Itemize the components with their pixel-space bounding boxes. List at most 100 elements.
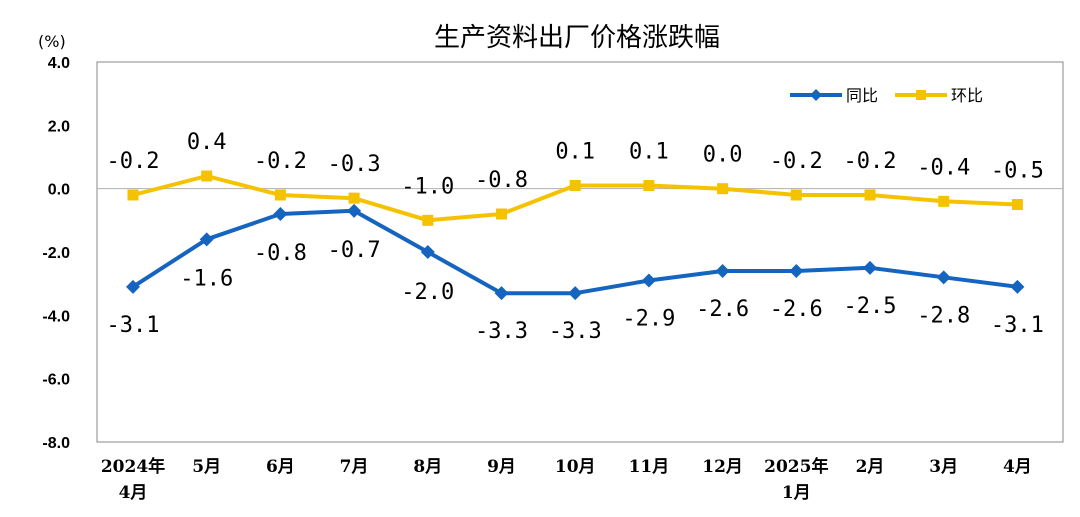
series-1-data-label: -0.2 (844, 149, 897, 174)
x-tick-line: 12月 (702, 457, 743, 477)
x-tick-label: 7月 (340, 457, 369, 477)
series-1-point (496, 208, 507, 220)
x-tick-line: 2024年 (101, 456, 165, 477)
series-1-point (201, 170, 213, 182)
x-tick-label: 3月 (929, 457, 958, 477)
series-0-point (1010, 279, 1025, 294)
series-1-point (1011, 199, 1023, 210)
series-0-data-label: -2.9 (622, 307, 675, 332)
series-0-data-label: -0.8 (254, 241, 307, 266)
x-tick-label: 12月 (702, 457, 743, 477)
y-tick-label: 0.0 (48, 182, 70, 199)
series-1-data-label: -0.2 (770, 149, 823, 174)
x-tick-line: 6月 (266, 457, 295, 477)
series-0-point (863, 260, 877, 275)
series-0-point (494, 286, 509, 301)
legend-label-0: 同比 (846, 86, 878, 105)
y-tick-label: -4.0 (42, 308, 70, 325)
series-0-point (273, 207, 288, 221)
series-1-point (864, 189, 876, 201)
series-0-data-label: -0.7 (328, 238, 381, 263)
series-0-data-label: -2.6 (770, 297, 823, 322)
series-0-data-label: -2.5 (844, 294, 897, 319)
x-tick-label: 2月 (856, 457, 885, 477)
y-tick-label: -8.0 (42, 435, 70, 452)
series-1-data-label: -1.0 (401, 174, 454, 199)
series-1-point (274, 189, 286, 201)
series-0-point (789, 264, 804, 278)
x-tick-line: 8月 (413, 457, 442, 477)
series-1-data-label: -0.5 (991, 159, 1044, 184)
series-1-data-label: -0.2 (254, 149, 307, 174)
series-1-data-label: -0.4 (917, 155, 970, 180)
series-0-data-label: -2.0 (401, 280, 454, 305)
series-0-point (126, 279, 140, 294)
legend: 同比 环比 (790, 86, 983, 105)
x-tick-line: 4月 (119, 483, 148, 503)
x-tick-label: 6月 (266, 457, 295, 477)
series-0-point (568, 286, 583, 301)
x-tick-line: 10月 (555, 457, 596, 477)
series-1-data-label: 0.0 (703, 143, 743, 168)
x-tick-line: 9月 (487, 457, 516, 477)
legend-marker-0 (810, 89, 822, 101)
chart-title: 生产资料出厂价格涨跌幅 (434, 23, 720, 53)
data-labels: -3.1-0.2-1.60.4-0.8-0.2-0.7-0.3-2.0-1.0-… (107, 130, 1044, 344)
y-tick-label: -2.0 (42, 245, 70, 262)
series-0-data-label: -2.8 (917, 303, 970, 328)
y-axis-ticks: 4.0 2.0 0.0 -2.0 -4.0 -6.0 -8.0 (42, 55, 70, 452)
series-0-point (936, 270, 951, 285)
series-0-point (199, 232, 214, 247)
legend-label-1: 环比 (951, 86, 983, 105)
x-tick-label: 4月 (1003, 457, 1032, 477)
x-axis-ticks: 2024年 4月 5月 6月 7月 8月 9月 10月 11月 12月 2025年 1月 2月 3月 4月 (101, 456, 1032, 503)
legend-marker-1 (916, 90, 926, 100)
x-tick-label: 8月 (413, 457, 442, 477)
series-1-point (938, 195, 950, 207)
x-tick-line: 3月 (929, 457, 958, 477)
x-tick-line: 2025年 (764, 456, 828, 477)
series-1-data-label: 0.4 (187, 130, 227, 155)
x-tick-line: 2月 (856, 457, 885, 477)
series-1-data-label: -0.8 (475, 168, 528, 193)
series-0-point (641, 273, 656, 288)
series-0-data-label: -3.3 (475, 319, 528, 344)
series-1-data-label: 0.1 (629, 140, 669, 165)
series-0-data-label: -3.3 (549, 319, 602, 344)
series-1-point (127, 189, 139, 201)
x-tick-label: 5月 (192, 457, 221, 477)
y-tick-label: -6.0 (42, 372, 70, 389)
x-tick-line: 11月 (629, 457, 670, 477)
series-0-data-label: -2.6 (696, 297, 749, 322)
x-tick-label: 2025年 1月 (764, 456, 828, 503)
x-tick-label: 2024年 4月 (101, 456, 165, 503)
series-1-point (643, 180, 655, 191)
series-1-data-label: 0.1 (555, 140, 595, 165)
series-1-data-label: -0.3 (328, 152, 381, 177)
y-tick-label: 4.0 (48, 55, 70, 72)
series-1-point (717, 183, 729, 195)
series-0-data-label: -1.6 (180, 266, 233, 291)
series-1-point (569, 180, 581, 191)
series-0-point (347, 203, 362, 218)
series-1-point (790, 189, 802, 201)
series-1-point (422, 214, 434, 226)
series-0-data-label: -3.1 (991, 313, 1044, 338)
y-axis-unit: (%) (38, 32, 66, 51)
series-layer (126, 170, 1025, 301)
series-1-data-label: -0.2 (107, 149, 160, 174)
x-tick-label: 10月 (555, 457, 596, 477)
series-0-point (715, 264, 730, 278)
x-tick-line: 5月 (192, 457, 221, 477)
x-tick-line: 7月 (340, 457, 369, 477)
x-tick-label: 9月 (487, 457, 516, 477)
series-1-point (348, 192, 360, 204)
x-tick-line: 4月 (1003, 457, 1032, 477)
y-tick-label: 2.0 (48, 118, 70, 135)
series-0-point (420, 245, 435, 259)
series-0-data-label: -3.1 (107, 313, 160, 338)
plot-area (96, 61, 1064, 443)
x-tick-label: 11月 (629, 457, 670, 477)
x-tick-line: 1月 (782, 483, 811, 503)
